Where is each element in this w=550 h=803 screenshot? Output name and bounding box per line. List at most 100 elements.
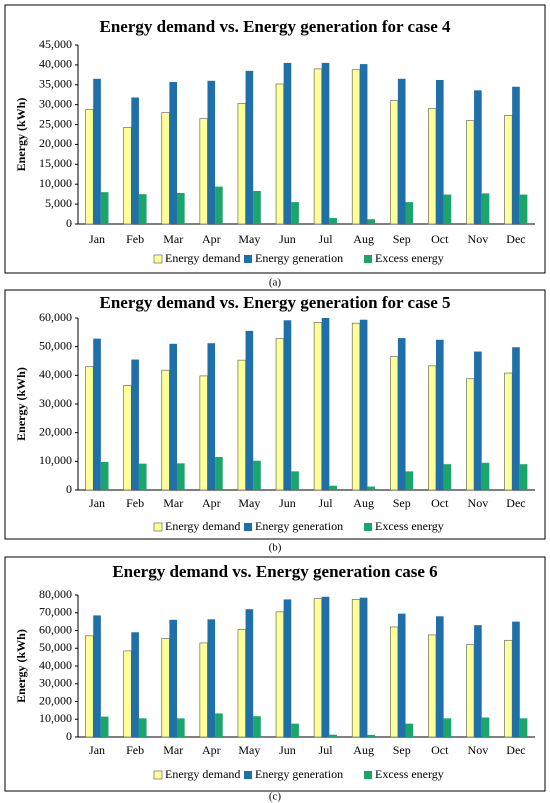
bar <box>253 460 261 490</box>
chart-title: Energy demand vs. Energy generation for … <box>100 293 451 312</box>
chart-title: Energy demand vs. Energy generation case… <box>112 562 437 581</box>
y-tick-label: 45,000 <box>39 37 72 51</box>
bar <box>169 619 178 737</box>
bar <box>245 609 254 737</box>
bar <box>245 330 254 490</box>
bar <box>207 80 216 224</box>
bar <box>351 69 361 225</box>
y-tick-label: 0 <box>66 216 72 230</box>
bar <box>253 716 261 737</box>
bar <box>93 338 101 490</box>
bar <box>389 626 399 738</box>
bar <box>504 372 513 491</box>
bar <box>161 638 170 738</box>
bar <box>131 359 139 490</box>
bar <box>207 619 216 737</box>
x-tick-label: Nov <box>468 743 489 757</box>
bar <box>397 613 406 737</box>
bar <box>93 615 101 737</box>
x-tick-label: Oct <box>431 743 449 757</box>
bar <box>329 485 337 490</box>
x-tick-label: Jul <box>319 496 334 510</box>
bar <box>321 62 330 225</box>
y-tick-label: 0 <box>66 482 72 496</box>
x-tick-label: Aug <box>353 743 374 757</box>
y-tick-label: 30,000 <box>39 396 72 410</box>
x-tick-label: May <box>238 496 260 510</box>
bar <box>215 186 223 224</box>
x-tick-label: Aug <box>353 496 374 510</box>
bar <box>313 68 323 225</box>
bar <box>253 190 261 224</box>
y-tick-label: 40,000 <box>39 57 72 71</box>
legend-swatch <box>153 254 163 264</box>
legend-label: Energy demand <box>165 767 240 781</box>
bar <box>237 359 246 491</box>
y-tick-label: 40,000 <box>39 367 72 381</box>
bar <box>123 385 132 491</box>
bar <box>474 625 482 737</box>
y-axis-label: Energy (kWh) <box>14 367 28 441</box>
y-tick-label: 40,000 <box>39 658 72 672</box>
x-tick-label: Feb <box>126 496 144 510</box>
legend-label: Energy generation <box>255 519 343 533</box>
bar <box>481 717 490 737</box>
bar <box>428 108 437 225</box>
bar <box>367 486 376 490</box>
bar <box>237 103 246 225</box>
x-tick-label: Jun <box>279 232 296 246</box>
y-tick-label: 30,000 <box>39 96 72 110</box>
panel-frame <box>4 556 546 792</box>
y-tick-label: 10,000 <box>39 453 72 467</box>
y-tick-label: 50,000 <box>39 640 72 654</box>
x-tick-label: May <box>238 232 260 246</box>
y-tick-label: 20,000 <box>39 136 72 150</box>
y-tick-label: 15,000 <box>39 156 72 170</box>
bar <box>466 644 475 738</box>
bar <box>359 319 368 490</box>
bar <box>504 639 513 738</box>
x-tick-label: Mar <box>163 743 183 757</box>
legend-swatch <box>364 255 372 263</box>
y-tick-label: 10,000 <box>39 711 72 725</box>
bar <box>131 97 139 224</box>
x-tick-label: Jun <box>279 743 296 757</box>
y-axis-label: Energy (kWh) <box>14 98 28 172</box>
chart-title: Energy demand vs. Energy generation for … <box>100 17 451 36</box>
bar <box>215 457 223 490</box>
bar <box>199 642 208 738</box>
legend-label: Energy generation <box>255 251 343 265</box>
y-tick-label: 35,000 <box>39 77 72 91</box>
bar <box>474 90 482 224</box>
bar <box>100 461 109 490</box>
bar <box>100 716 109 737</box>
bar <box>405 723 414 737</box>
bar <box>199 375 208 491</box>
x-tick-label: Apr <box>202 232 221 246</box>
x-tick-label: Nov <box>468 232 489 246</box>
legend-label: Excess energy <box>375 767 444 781</box>
x-tick-label: Sep <box>393 496 411 510</box>
bar <box>367 734 376 737</box>
bar <box>481 193 490 224</box>
bar <box>519 194 528 224</box>
bar <box>138 718 147 737</box>
bar <box>367 219 376 224</box>
bar <box>321 318 330 490</box>
bar <box>313 598 323 738</box>
bar <box>512 347 520 490</box>
bar <box>504 115 513 225</box>
bar <box>123 127 132 225</box>
x-tick-label: Dec <box>506 496 525 510</box>
y-tick-label: 50,000 <box>39 338 72 352</box>
x-tick-label: Jan <box>89 743 105 757</box>
bar <box>237 629 246 738</box>
bar <box>85 366 94 491</box>
x-tick-label: Jul <box>319 232 334 246</box>
x-tick-label: Nov <box>468 496 489 510</box>
x-tick-label: Oct <box>431 496 449 510</box>
bar <box>321 596 330 737</box>
legend-swatch <box>244 771 252 779</box>
x-tick-label: Jan <box>89 496 105 510</box>
x-tick-label: Aug <box>353 232 374 246</box>
